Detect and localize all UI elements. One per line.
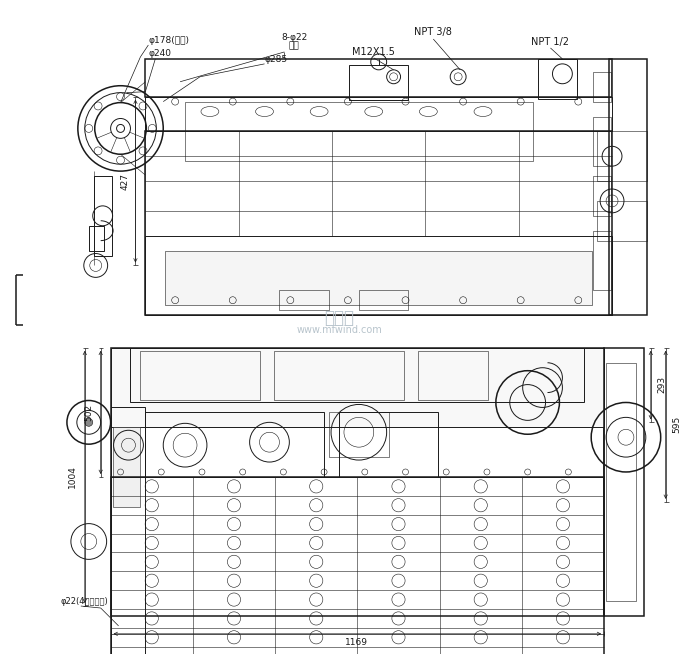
Circle shape <box>85 419 93 426</box>
Bar <box>593 117 611 166</box>
Text: φ22(4个机脚孔): φ22(4个机脚孔) <box>61 596 109 605</box>
Text: 8-φ22: 8-φ22 <box>281 33 307 41</box>
Text: www.mfwind.com: www.mfwind.com <box>296 325 382 335</box>
Bar <box>339 413 439 477</box>
Text: NPT 1/2: NPT 1/2 <box>531 37 569 47</box>
Bar <box>349 65 409 100</box>
Bar <box>279 290 329 310</box>
Bar <box>110 348 604 427</box>
Bar <box>609 59 647 315</box>
Text: 595: 595 <box>672 416 681 433</box>
Bar <box>145 413 324 477</box>
Bar <box>110 407 145 656</box>
Text: 均布: 均布 <box>289 41 300 51</box>
Bar <box>145 59 612 96</box>
Text: M12X1.5: M12X1.5 <box>352 47 395 57</box>
Bar <box>274 351 404 400</box>
Bar <box>359 290 409 310</box>
Text: φ240: φ240 <box>148 49 172 58</box>
Text: 沐风网: 沐风网 <box>324 309 354 327</box>
Text: φ285: φ285 <box>264 55 287 64</box>
Bar <box>606 363 636 601</box>
Bar <box>329 413 389 457</box>
Bar <box>131 348 584 403</box>
Bar <box>112 427 140 506</box>
Bar <box>537 59 577 98</box>
Bar <box>145 96 612 131</box>
Text: 1004: 1004 <box>68 466 78 488</box>
Bar <box>593 176 611 216</box>
Bar <box>145 131 612 315</box>
Text: NPT 3/8: NPT 3/8 <box>414 27 452 37</box>
Bar <box>145 236 612 315</box>
Bar <box>418 351 488 400</box>
Text: φ178(内径): φ178(内径) <box>148 35 189 45</box>
Bar <box>89 226 104 251</box>
Bar <box>140 351 259 400</box>
Bar <box>110 477 604 656</box>
Text: 293: 293 <box>657 376 666 393</box>
Bar <box>593 72 611 102</box>
Bar <box>597 201 647 241</box>
Bar <box>94 176 112 256</box>
Text: 502: 502 <box>84 404 93 421</box>
Bar <box>165 251 592 305</box>
Bar <box>604 348 644 616</box>
Bar <box>593 231 611 290</box>
Bar <box>110 348 604 616</box>
Bar <box>185 102 533 161</box>
Text: 1169: 1169 <box>345 638 368 647</box>
Text: 427: 427 <box>121 173 130 190</box>
Bar <box>597 131 647 181</box>
